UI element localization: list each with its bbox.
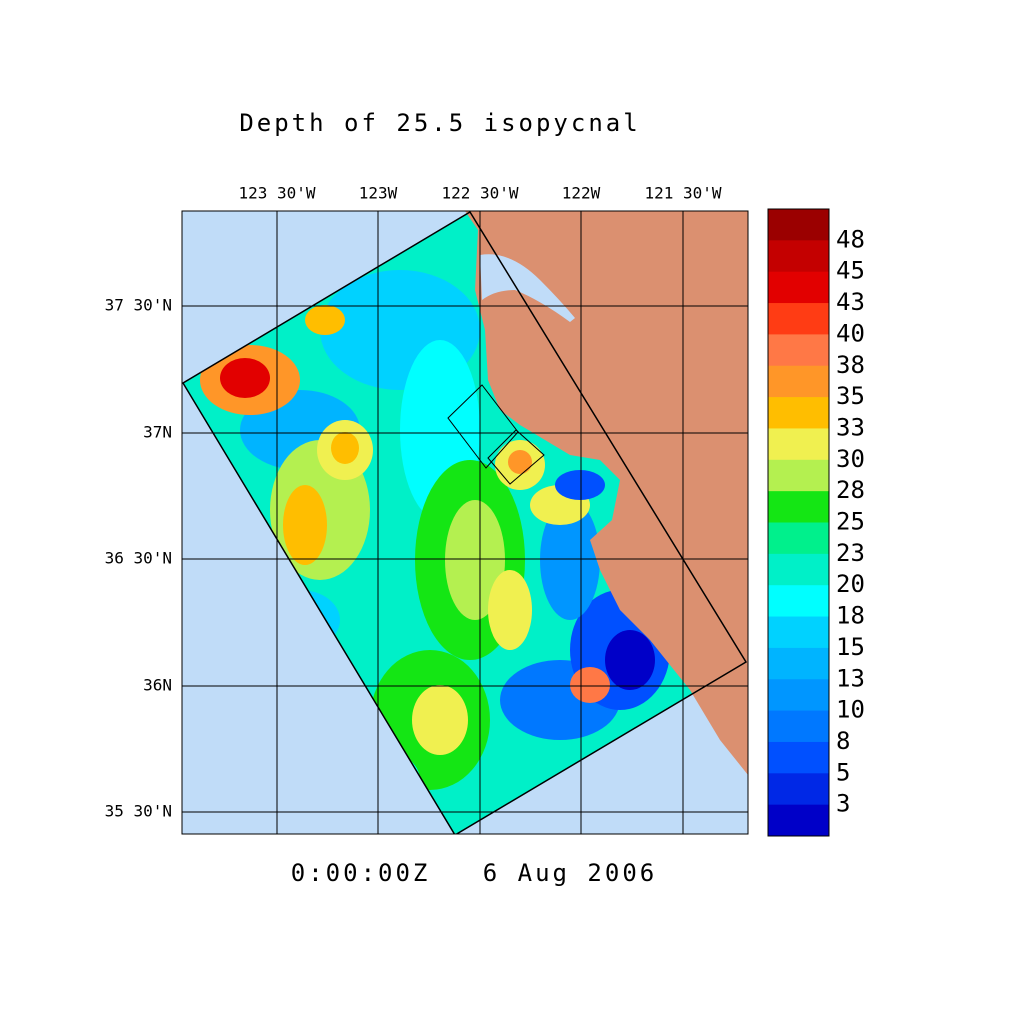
color-band	[768, 522, 829, 555]
lon-label: 123W	[359, 184, 398, 203]
color-band	[768, 240, 829, 273]
lat-label: 36N	[143, 676, 172, 695]
color-band	[768, 303, 829, 335]
color-band	[768, 710, 829, 743]
color-band	[768, 741, 829, 774]
color-band	[768, 209, 829, 241]
lat-label: 35 30'N	[105, 802, 172, 821]
lon-label: 121 30'W	[644, 184, 721, 203]
colorbar-label: 43	[836, 288, 865, 316]
colorbar-label: 25	[836, 508, 865, 536]
colorbar-label: 3	[836, 790, 850, 818]
color-band	[768, 397, 829, 429]
colorbar-frame	[767, 208, 830, 837]
colorbar: 48 45 43 40 38 35 33 30 28 25 23 20 18 15 13 10 8 5 3	[767, 208, 865, 837]
lat-label: 37N	[143, 423, 172, 442]
color-band	[768, 616, 829, 649]
color-band	[768, 679, 829, 712]
color-band	[768, 459, 829, 492]
color-band	[768, 334, 829, 367]
colorbar-label: 13	[836, 664, 865, 692]
colorbar-label: 15	[836, 633, 865, 661]
colorbar-label: 8	[836, 727, 850, 755]
color-band	[768, 553, 829, 586]
colorbar-label: 28	[836, 476, 865, 504]
land	[465, 211, 748, 775]
color-band	[768, 647, 829, 680]
colorbar-label: 45	[836, 257, 865, 285]
colorbar-label: 20	[836, 570, 865, 598]
colorbar-label: 40	[836, 319, 865, 347]
title: Depth of 25.5 isopycnal	[239, 109, 640, 137]
color-band	[768, 365, 829, 398]
colorbar-label: 48	[836, 225, 865, 253]
colorbar-label: 35	[836, 382, 865, 410]
colorbar-label: 23	[836, 539, 865, 567]
timestamp: 0:00:00Z 6 Aug 2006	[291, 859, 657, 887]
color-band	[768, 271, 829, 304]
model-domain	[182, 211, 748, 834]
color-band	[768, 804, 829, 837]
lon-label: 123 30'W	[238, 184, 315, 203]
lat-label: 36 30'N	[105, 549, 172, 568]
lat-label: 37 30'N	[105, 296, 172, 315]
colorbar-label: 5	[836, 758, 850, 786]
lon-label: 122W	[562, 184, 601, 203]
color-band	[768, 428, 829, 461]
lon-label: 122 30'W	[441, 184, 518, 203]
frame	[181, 210, 749, 835]
colorbar-label: 30	[836, 445, 865, 473]
axis-labels: 123 30'W 123W 122 30'W 122W 121 30'W 37 30'N 3…	[105, 184, 722, 821]
color-band	[768, 585, 829, 618]
colorbar-label: 18	[836, 602, 865, 630]
bay	[480, 254, 575, 322]
color-band	[768, 491, 829, 523]
colorbar-label: 10	[836, 696, 865, 724]
color-band	[768, 773, 829, 806]
map	[182, 211, 748, 834]
graticule	[182, 211, 748, 834]
nested-boxes	[447, 384, 545, 485]
colorbar-label: 38	[836, 351, 865, 379]
colorbar-label: 33	[836, 413, 865, 441]
